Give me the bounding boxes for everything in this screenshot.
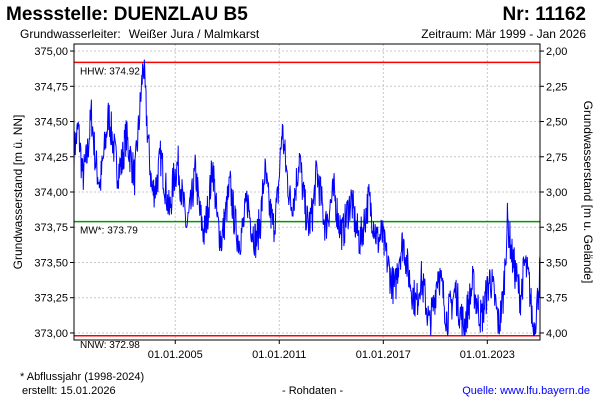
y-right-tick-label: 3,25 xyxy=(546,222,567,234)
y-right-tick-label: 3,50 xyxy=(546,257,567,269)
y-tick-label: 374,50 xyxy=(34,117,68,129)
plot-frame xyxy=(73,43,541,341)
aquifer-value: Weißer Jura / Malmkarst xyxy=(128,27,260,41)
x-tick-label: 01.01.2017 xyxy=(356,349,411,361)
y-axis-title-right: Grundwasserstand [m u. Gelände] xyxy=(581,101,595,284)
y-tick-label: 374,00 xyxy=(34,187,68,199)
x-tick-label: 01.01.2023 xyxy=(460,349,515,361)
x-tick-label: 01.01.2005 xyxy=(148,349,203,361)
reference-label-bg xyxy=(76,64,144,77)
station-title: Messstelle: DUENZLAU B5 xyxy=(6,4,248,25)
source-link[interactable]: Quelle: www.lfu.bayern.de xyxy=(462,385,590,397)
y-axis-title-left: Grundwasserstand [m ü. NN] xyxy=(11,115,25,270)
x-tick-label: 01.01.2011 xyxy=(252,349,306,361)
y-tick-label: 373,25 xyxy=(34,293,68,305)
y-right-tick-label: 3,75 xyxy=(546,293,567,305)
y-right-tick-label: 2,50 xyxy=(546,117,567,129)
series-layer xyxy=(73,59,541,336)
y-tick-label: 374,75 xyxy=(34,81,68,93)
y-right-tick-label: 2,75 xyxy=(546,152,567,164)
y-tick-label: 374,25 xyxy=(34,152,68,164)
station-number: Nr: 11162 xyxy=(502,4,586,25)
reference-label: HHW: 374.92 xyxy=(80,66,140,77)
reference-label-bg xyxy=(76,337,144,350)
aquifer-line: Grundwasserleiter: Weißer Jura / Malmkars… xyxy=(20,27,259,41)
groundwater-level-line xyxy=(73,59,541,336)
y-right-tick-label: 3,00 xyxy=(546,187,567,199)
y-right-tick-label: 2,00 xyxy=(546,46,567,58)
y-tick-label: 373,50 xyxy=(34,257,68,269)
rawdata-label: - Rohdaten - xyxy=(282,385,344,397)
y-tick-label: 373,75 xyxy=(34,222,68,234)
footnote: * Abflussjahr (1998-2024) xyxy=(20,371,145,383)
grid-layer xyxy=(74,44,540,340)
y-tick-label: 375,00 xyxy=(34,46,68,58)
reference-label-bg xyxy=(76,223,142,236)
y-right-tick-label: 2,25 xyxy=(546,81,567,93)
reference-label: MW*: 373.79 xyxy=(80,226,138,237)
y-tick-label: 373,00 xyxy=(34,328,68,340)
tick-layer: 375,00 374,75 374,50 374,25 374,00 373,75 373,… xyxy=(34,46,567,361)
reference-lines: HHW: 374.92 MW*: 373.79 NNW: 372.98 xyxy=(74,61,540,351)
period-label: Zeitraum: Mär 1999 - Jan 2026 xyxy=(421,27,586,41)
aquifer-label: Grundwasserleiter: xyxy=(20,27,121,41)
reference-label: NNW: 372.98 xyxy=(80,340,140,351)
y-right-tick-label: 4,00 xyxy=(546,328,567,340)
created-date: erstellt: 15.01.2026 xyxy=(22,385,116,397)
